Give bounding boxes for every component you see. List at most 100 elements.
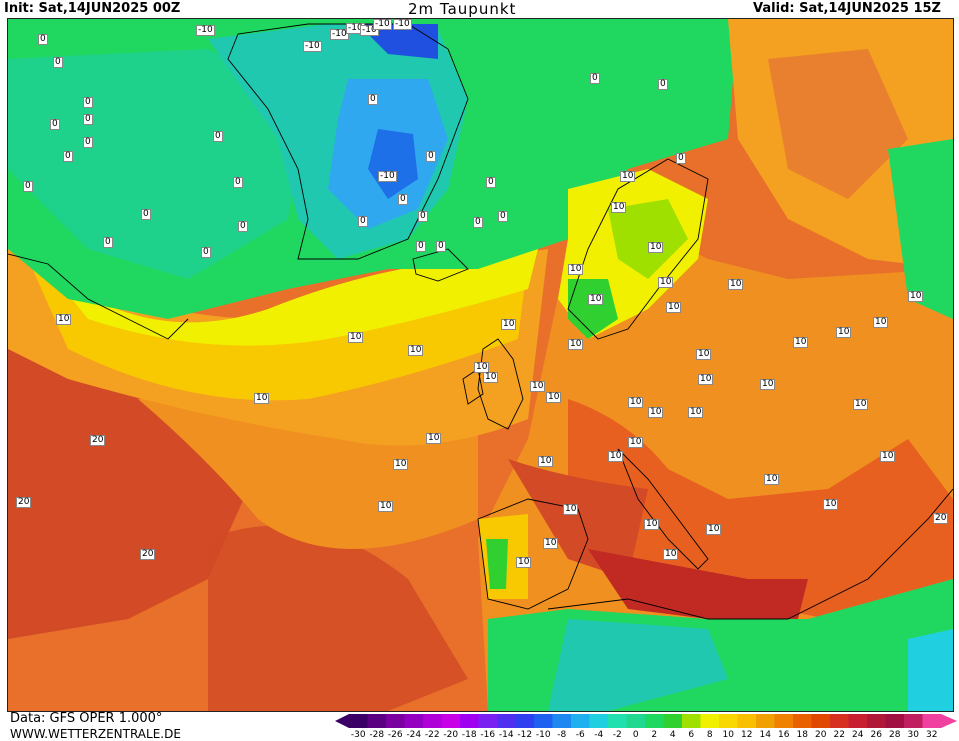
contour-label: 10 (611, 202, 627, 213)
contour-label: 10 (793, 337, 809, 348)
colorbar-tick-label: 12 (741, 730, 753, 740)
contour-label: 10 (254, 393, 270, 404)
data-source-label: Data: GFS OPER 1.000° (10, 711, 163, 726)
field-green-southnorway (568, 279, 618, 339)
contour-label: 20 (16, 497, 32, 508)
contour-label: 10 (501, 319, 517, 330)
contour-label: 10 (644, 519, 660, 530)
colorbar-tick-label: -16 (480, 730, 496, 740)
field-green-urals (888, 139, 953, 319)
colorbar-swatch (571, 714, 590, 728)
contour-label: 0 (676, 153, 686, 164)
field-hotter-ne-africa (588, 549, 808, 619)
field-green-portugal (486, 539, 508, 589)
header-bar: Init: Sat,14JUN2025 00Z 2m Taupunkt Vali… (0, 0, 959, 18)
dewpoint-map[interactable]: -10 -10 -10 -10 -10 -10 -10 -10 0 0 0 0 0 0 0 0 0 0 0 0 0 0 0 0… (7, 18, 954, 712)
italy-coast (617, 448, 709, 570)
colorbar-swatch (404, 714, 424, 728)
contour-label: 10 (543, 538, 559, 549)
britain-coast (477, 338, 524, 430)
colorbar-tick-label: -28 (369, 730, 385, 740)
contour-label: 10 (666, 302, 682, 313)
contour-label: 0 (368, 94, 378, 105)
colorbar-swatch (737, 714, 757, 728)
contour-label: 0 (238, 221, 248, 232)
contour-label: 10 (620, 171, 636, 182)
contour-label: 10 (538, 456, 554, 467)
field-lime-sweden (608, 199, 688, 279)
contour-label: -10 (393, 19, 412, 30)
contour-label: 10 (688, 407, 704, 418)
colorbar-tick-label: 28 (889, 730, 901, 740)
contour-label: 0 (486, 177, 496, 188)
colorbar-swatch (534, 714, 553, 728)
contour-label: 0 (213, 131, 223, 142)
colorbar-tick-label: -4 (594, 730, 604, 740)
colorbar-tick-label: 22 (833, 730, 845, 740)
colorbar-tick-label: -10 (535, 730, 551, 740)
contour-label: 0 (23, 181, 33, 192)
colorbar (335, 714, 957, 728)
contour-label: 20 (140, 549, 156, 560)
contour-label: 0 (83, 137, 93, 148)
contour-label: -10 (373, 19, 392, 30)
contour-label: 0 (233, 177, 243, 188)
contour-label: 10 (628, 397, 644, 408)
contour-label: 10 (546, 392, 562, 403)
colorbar-swatch (423, 714, 442, 728)
colorbar-tick-labels: -30 -28 -26 -24 -22 -20 -18 -16 -14 -12 -10 -8 -6 -4-… (335, 730, 957, 741)
website-label: WWW.WETTERZENTRALE.DE (10, 727, 181, 741)
contour-label: 10 (628, 437, 644, 448)
contour-label: 0 (418, 211, 428, 222)
contour-label: 10 (908, 291, 924, 302)
colorbar-swatch (922, 714, 942, 728)
colorbar-swatch (349, 714, 368, 728)
contour-label: 10 (56, 314, 72, 325)
colorbar-swatch (719, 714, 738, 728)
colorbar-tick-label: -6 (575, 730, 585, 740)
colorbar-tick-label: -14 (498, 730, 514, 740)
colorbar-tick-label: 32 (926, 730, 938, 740)
contour-label: 10 (588, 294, 604, 305)
contour-label: -10 (196, 25, 215, 36)
colorbar-tick-label: -2 (612, 730, 622, 740)
colorbar-tick-label: -8 (557, 730, 567, 740)
contour-label: -10 (330, 29, 349, 40)
field-hot-azores (208, 525, 468, 711)
colorbar-swatch (756, 714, 775, 728)
contour-label: 10 (393, 459, 409, 470)
contour-label: 10 (648, 242, 664, 253)
colorbar-swatch (478, 714, 498, 728)
colorbar-tick-label: 2 (651, 730, 658, 740)
field-teal-egypt (908, 629, 953, 711)
contour-label: 0 (436, 241, 446, 252)
colorbar-tick-label: -20 (443, 730, 459, 740)
colorbar-tick-label: -26 (387, 730, 403, 740)
contour-label: 10 (648, 407, 664, 418)
contour-label: 10 (516, 557, 532, 568)
colorbar-swatch (867, 714, 886, 728)
colorbar-swatch (608, 714, 627, 728)
north-africa-coast (547, 488, 953, 620)
ireland-coast (462, 368, 484, 405)
contour-label: 0 (398, 194, 408, 205)
contour-label: 10 (764, 474, 780, 485)
colorbar-swatch (904, 714, 923, 728)
contour-label: -10 (303, 41, 322, 52)
contour-label: 10 (823, 499, 839, 510)
valid-time-label: Valid: Sat,14JUN2025 15Z (753, 1, 941, 16)
contour-label: 20 (90, 435, 106, 446)
colorbar-swatch (552, 714, 572, 728)
contour-label: 0 (658, 79, 668, 90)
colorbar-tick-label: 8 (706, 730, 713, 740)
contour-label: 0 (426, 151, 436, 162)
contour-label: 10 (483, 372, 499, 383)
contour-label: 0 (53, 57, 63, 68)
contour-label: 10 (563, 504, 579, 515)
contour-label: 10 (408, 345, 424, 356)
contour-label: 0 (63, 151, 73, 162)
contour-label: 0 (38, 34, 48, 45)
colorbar-tick-label: 14 (759, 730, 771, 740)
contour-label: 0 (201, 247, 211, 258)
colorbar-tick-label: 4 (669, 730, 676, 740)
